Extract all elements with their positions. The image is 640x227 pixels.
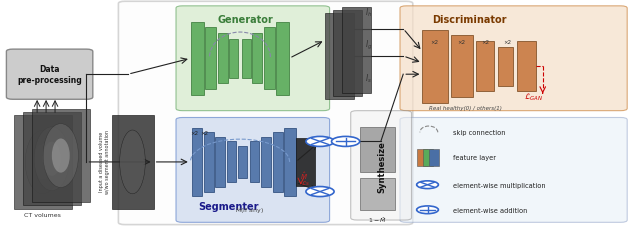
Ellipse shape [43, 142, 61, 176]
Ellipse shape [35, 127, 69, 191]
Ellipse shape [26, 131, 61, 194]
Text: Segmenter: Segmenter [198, 201, 259, 211]
Bar [325, 14, 354, 100]
Bar [112, 116, 154, 209]
Text: $M$(if any): $M$(if any) [235, 205, 264, 214]
Text: $I_g$: $I_g$ [365, 39, 372, 52]
Bar [227, 142, 236, 183]
Text: ×2: ×2 [458, 39, 465, 44]
Text: $\hat{M}$: $\hat{M}$ [300, 170, 307, 182]
Text: Generator: Generator [218, 15, 273, 25]
Text: Data
pre-processing: Data pre-processing [17, 65, 82, 84]
Text: $I_h$: $I_h$ [365, 6, 372, 19]
Text: element-wise multiplication: element-wise multiplication [453, 182, 546, 188]
Text: CT volumes: CT volumes [24, 212, 61, 217]
Bar [517, 42, 536, 92]
FancyBboxPatch shape [400, 7, 627, 111]
Bar [229, 40, 238, 78]
FancyBboxPatch shape [351, 111, 412, 220]
Bar [429, 149, 439, 166]
Circle shape [417, 206, 438, 214]
Bar [23, 113, 81, 206]
Bar [273, 133, 283, 192]
Bar [333, 11, 362, 97]
Text: skip connection: skip connection [453, 130, 506, 136]
Bar [296, 138, 315, 186]
Bar [252, 34, 262, 84]
Bar [417, 149, 428, 166]
Text: Real healthy(0) / others(1): Real healthy(0) / others(1) [429, 106, 502, 111]
Ellipse shape [34, 145, 52, 179]
Text: ×2: ×2 [201, 130, 209, 135]
Ellipse shape [43, 124, 79, 188]
FancyBboxPatch shape [176, 118, 330, 222]
Bar [14, 116, 72, 209]
FancyBboxPatch shape [6, 50, 93, 100]
Text: $\mathcal{L}_{GAN}$: $\mathcal{L}_{GAN}$ [524, 91, 543, 102]
Text: ×2: ×2 [431, 39, 438, 44]
Bar [422, 31, 448, 103]
Text: ×2: ×2 [481, 39, 489, 44]
Text: element-wise addition: element-wise addition [453, 207, 527, 213]
Bar [360, 178, 395, 210]
Bar [276, 23, 289, 95]
Circle shape [306, 187, 334, 197]
FancyBboxPatch shape [400, 118, 627, 222]
FancyBboxPatch shape [118, 2, 413, 225]
Ellipse shape [52, 139, 70, 173]
Text: $\mathcal{L}_S$: $\mathcal{L}_S$ [301, 178, 310, 187]
Bar [342, 8, 371, 94]
Text: Discriminator: Discriminator [432, 15, 506, 25]
Bar [32, 109, 90, 202]
Bar [476, 42, 494, 92]
Bar [215, 137, 225, 187]
Bar [360, 127, 395, 173]
Bar [423, 149, 433, 166]
Bar [238, 146, 247, 178]
FancyBboxPatch shape [176, 7, 330, 111]
Text: ×2: ×2 [191, 130, 198, 135]
Bar [284, 128, 296, 196]
Bar [451, 36, 473, 98]
Bar [498, 48, 513, 86]
Text: $I_s$: $I_s$ [365, 72, 372, 84]
Bar [191, 23, 204, 95]
Text: feature layer: feature layer [453, 155, 496, 161]
Circle shape [417, 181, 438, 189]
Bar [205, 28, 216, 90]
Bar [204, 133, 214, 192]
Text: ×2: ×2 [504, 39, 511, 44]
Bar [264, 28, 275, 90]
Circle shape [306, 137, 334, 147]
Bar [242, 40, 251, 78]
Bar [250, 142, 259, 183]
Bar [218, 34, 228, 84]
Bar [192, 128, 202, 196]
Text: Input a diseased volume
w/wo segment annotation: Input a diseased volume w/wo segment ann… [99, 129, 109, 193]
Text: Synthesize: Synthesize [377, 141, 386, 192]
Bar [261, 137, 271, 187]
Ellipse shape [120, 131, 145, 194]
Circle shape [332, 137, 360, 147]
Text: $1-\hat{M}$: $1-\hat{M}$ [367, 214, 387, 224]
